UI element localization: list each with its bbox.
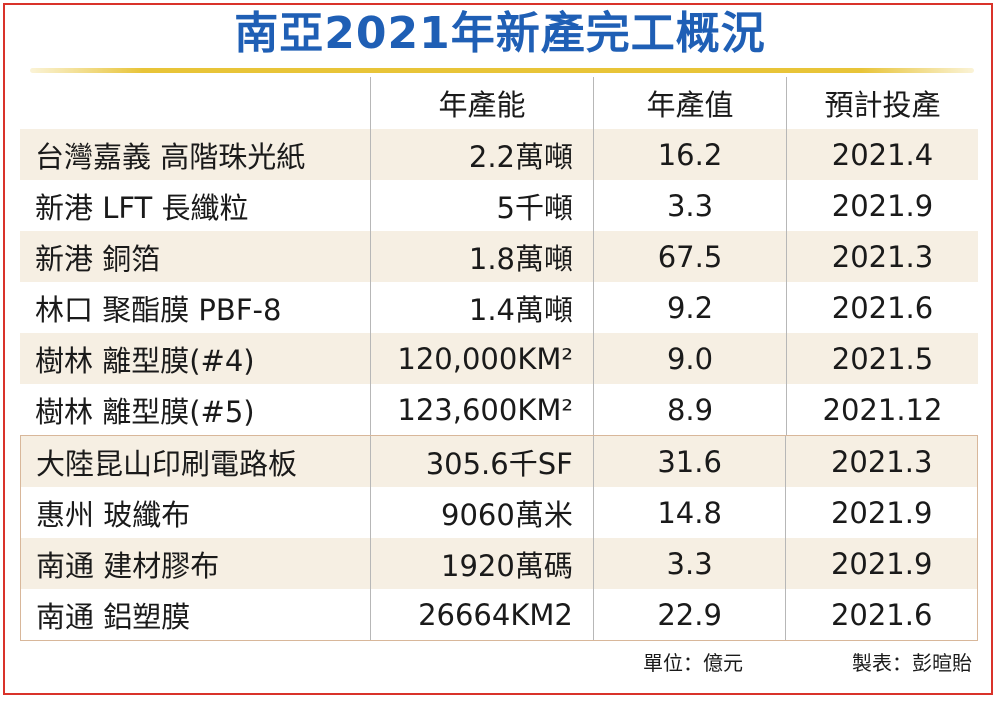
row-date: 2021.3 [786,231,978,282]
table-row: 大陸昆山印刷電路板 305.6千SF 31.6 2021.3 [21,436,977,487]
row-capacity: 1.8萬噸 [370,231,593,282]
row-capacity: 9060萬米 [370,487,593,538]
title-underline [30,68,974,73]
row-capacity: 2.2萬噸 [370,129,593,180]
row-value: 3.3 [592,538,786,589]
row-capacity: 1920萬碼 [370,538,593,589]
header-date: 預計投產 [786,77,978,129]
page-title: 南亞2021年新產完工概況 [234,8,766,59]
row-date: 2021.9 [785,487,977,538]
table-row: 南通 建材膠布 1920萬碼 3.3 2021.9 [21,538,977,589]
row-name: 惠州 玻纖布 [36,497,191,532]
credit-note: 製表：彭暄貽 [852,650,972,675]
header-name [20,77,370,129]
row-capacity: 26664KM2 [370,589,593,640]
outer-frame [3,3,993,695]
row-name: 新港 LFT 長纖粒 [35,190,249,225]
row-name: 南通 建材膠布 [36,548,220,583]
table-row: 惠州 玻纖布 9060萬米 14.8 2021.9 [21,487,977,538]
row-value: 16.2 [593,129,786,180]
row-capacity: 5千噸 [370,180,593,231]
header-capacity: 年產能 [370,77,593,129]
row-date: 2021.3 [785,436,977,487]
table-row: 台灣嘉義 高階珠光紙 2.2萬噸 16.2 2021.4 [20,129,978,180]
row-value: 67.5 [593,231,786,282]
row-capacity: 120,000KM² [370,333,593,384]
table-row: 樹林 離型膜(#4) 120,000KM² 9.0 2021.5 [20,333,978,384]
table-row: 南通 鋁塑膜 26664KM2 22.9 2021.6 [21,589,977,640]
row-capacity: 123,600KM² [370,384,593,435]
table-row: 樹林 離型膜(#5) 123,600KM² 8.9 2021.12 [20,384,978,435]
table-header: 年產能 年產值 預計投產 [20,77,978,129]
table-row: 新港 銅箔 1.8萬噸 67.5 2021.3 [20,231,978,282]
row-date: 2021.4 [786,129,978,180]
unit-note: 單位：億元 [643,650,743,675]
table-footer: 單位：億元 製表：彭暄貽 [20,639,978,683]
row-date: 2021.6 [786,282,978,333]
row-name: 新港 銅箔 [35,241,161,276]
row-name: 林口 聚酯膜 PBF-8 [35,292,282,327]
row-date: 2021.9 [785,538,977,589]
row-name: 南通 鋁塑膜 [36,599,191,634]
row-name: 台灣嘉義 高階珠光紙 [35,139,306,174]
row-name: 樹林 離型膜(#5) [35,394,255,429]
row-name: 大陸昆山印刷電路板 [36,446,298,481]
row-value: 22.9 [592,589,786,640]
overseas-group: 大陸昆山印刷電路板 305.6千SF 31.6 2021.3 惠州 玻纖布 90… [20,435,978,641]
row-name: 樹林 離型膜(#4) [35,343,255,378]
row-capacity: 1.4萬噸 [370,282,593,333]
row-value: 31.6 [592,436,786,487]
row-date: 2021.9 [786,180,978,231]
table-row: 林口 聚酯膜 PBF-8 1.4萬噸 9.2 2021.6 [20,282,978,333]
row-date: 2021.5 [786,333,978,384]
row-capacity: 305.6千SF [370,436,593,487]
header-value: 年產值 [593,77,786,129]
table-row: 新港 LFT 長纖粒 5千噸 3.3 2021.9 [20,180,978,231]
row-value: 9.2 [593,282,786,333]
row-date: 2021.12 [786,384,978,435]
row-value: 3.3 [593,180,786,231]
row-date: 2021.6 [785,589,977,640]
row-value: 8.9 [593,384,786,435]
row-value: 9.0 [593,333,786,384]
data-table: 年產能 年產值 預計投產 台灣嘉義 高階珠光紙 2.2萬噸 16.2 2021.… [20,77,978,641]
row-value: 14.8 [592,487,786,538]
